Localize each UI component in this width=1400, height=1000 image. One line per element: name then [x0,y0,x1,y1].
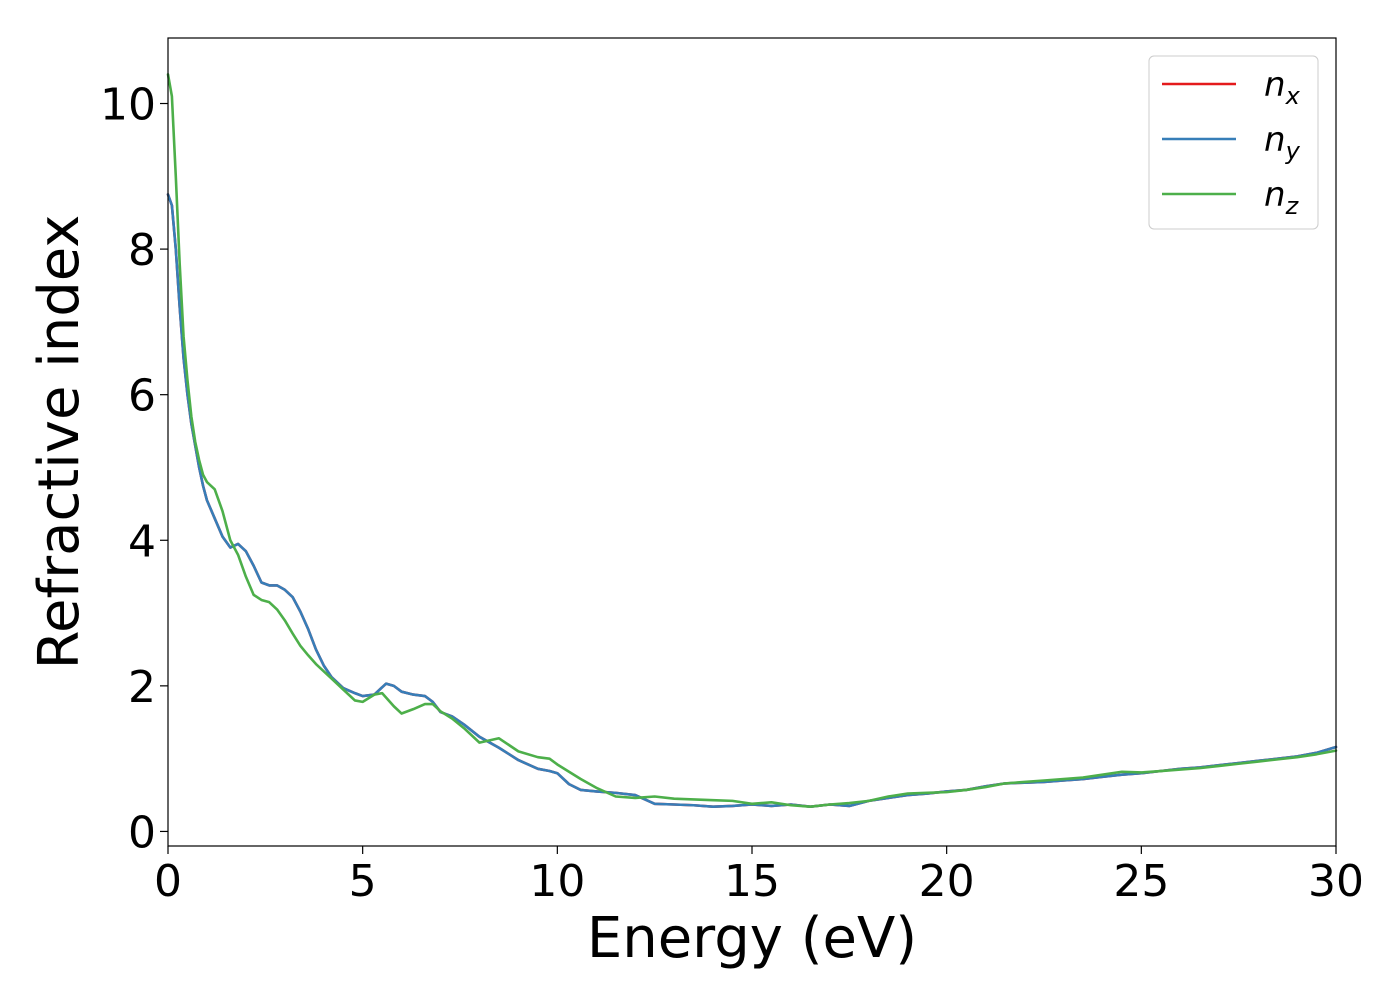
legend-box [1148,55,1319,230]
y-tick-label: 0 [128,807,156,858]
x-axis-title: Energy (eV) [587,906,917,971]
y-axis-ticks: 0 2 4 6 8 10 [100,80,168,858]
x-tick-label: 30 [1308,856,1364,907]
x-tick-label: 10 [529,856,585,907]
legend-label-main: n [1264,65,1286,105]
x-axis-ticks: 0 5 10 15 20 25 30 [154,846,1364,907]
y-tick-label: 10 [100,80,156,131]
x-tick-label: 0 [154,856,182,907]
y-axis-title: Refractive index [27,215,92,670]
legend-label-main: n [1264,175,1286,215]
legend-label-x: nx [1264,65,1301,110]
x-tick-label: 5 [349,856,377,907]
legend-label-sub: x [1285,82,1301,110]
series-layer [166,73,1338,808]
legend-label-sub: z [1285,192,1300,220]
legend-label-y: ny [1264,120,1301,165]
y-tick-label: 6 [128,371,156,422]
x-tick-label: 20 [919,856,975,907]
x-tick-label: 25 [1113,856,1169,907]
legend-label-sub: y [1285,137,1301,165]
x-tick-label: 15 [724,856,780,907]
y-tick-label: 8 [128,225,156,276]
series-line-z [166,73,1338,808]
legend-label-main: n [1264,120,1286,160]
series-line-x [166,193,1338,808]
y-tick-label: 4 [128,516,156,567]
legend-label-z: nz [1264,175,1300,220]
series-line-y [166,193,1338,808]
y-tick-label: 2 [128,662,156,713]
